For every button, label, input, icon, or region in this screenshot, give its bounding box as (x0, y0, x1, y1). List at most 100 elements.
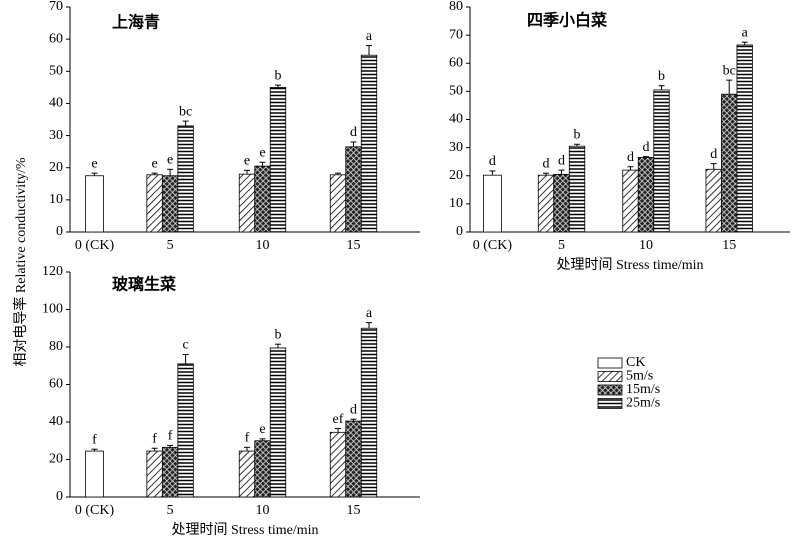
error-bar (350, 141, 357, 147)
error-bar (182, 354, 189, 364)
legend-swatch (597, 371, 623, 382)
x-tick-label: 10 (256, 238, 270, 253)
significance-label: d (627, 150, 634, 165)
y-tick-label: 20 (49, 160, 63, 175)
bar (269, 347, 287, 498)
error-bar (489, 170, 496, 176)
error-bar (741, 41, 748, 45)
x-tick-label: 15 (722, 238, 736, 253)
significance-label: f (245, 431, 250, 446)
error-bar (167, 444, 174, 448)
error-bar (627, 166, 634, 171)
significance-label: d (710, 147, 717, 162)
bar (177, 363, 194, 498)
significance-label: a (366, 29, 373, 44)
x-tick-label: 5 (167, 238, 174, 253)
y-tick-label: 60 (49, 31, 63, 46)
y-tick-label: 60 (449, 55, 463, 70)
error-bar (167, 168, 174, 176)
error-bar (350, 418, 357, 422)
error-bar (244, 446, 250, 452)
legend-label: 25m/s (626, 396, 660, 411)
x-tick-label: 15 (347, 238, 361, 253)
error-bar (182, 120, 189, 126)
significance-label: e (151, 156, 157, 171)
significance-label: e (244, 154, 250, 169)
y-tick-label: 20 (449, 168, 463, 183)
y-tick-label: 50 (49, 64, 63, 79)
y-axis-label: 相对电导率 Relative conductivity/% (12, 157, 29, 367)
significance-label: e (259, 145, 265, 160)
x-tick-label: 0 (CK) (75, 238, 115, 253)
bar (360, 54, 378, 233)
error-bar (275, 343, 281, 348)
legend-swatch (597, 398, 623, 409)
y-tick-label: 0 (456, 224, 463, 239)
significance-label: d (543, 156, 550, 171)
significance-label: e (259, 422, 265, 437)
significance-label: f (168, 429, 173, 444)
y-tick-label: 70 (449, 27, 463, 42)
bar (360, 327, 378, 498)
bar (238, 173, 256, 233)
y-tick-label: 100 (42, 302, 63, 317)
significance-label: f (92, 432, 97, 447)
y-tick-label: 40 (449, 112, 463, 127)
y-tick-label: 60 (49, 377, 63, 392)
y-tick-label: 40 (49, 414, 63, 429)
significance-label: e (91, 156, 97, 171)
y-tick-label: 80 (449, 0, 463, 14)
legend-swatch (597, 357, 623, 369)
error-bar (151, 172, 158, 175)
bar (736, 44, 753, 233)
significance-label: bc (723, 63, 736, 78)
bar (345, 420, 362, 498)
significance-label: b (574, 127, 581, 142)
chart-title: 四季小白菜 (527, 11, 607, 30)
y-tick-label: 120 (42, 264, 63, 279)
x-tick-label: 5 (167, 503, 174, 518)
bar (85, 175, 104, 233)
significance-label: bc (179, 104, 192, 119)
significance-label: d (558, 153, 565, 168)
bar (721, 93, 738, 233)
y-tick-label: 10 (449, 196, 463, 211)
legend-swatch (597, 384, 623, 396)
bar (85, 450, 104, 498)
bar (146, 450, 163, 498)
bar (269, 86, 287, 233)
x-axis-label: 处理时间 Stress time/min (172, 522, 319, 537)
significance-label: b (275, 327, 282, 342)
error-bar (259, 438, 266, 441)
bar (637, 157, 655, 233)
bar (705, 168, 722, 233)
x-tick-label: 10 (639, 238, 653, 253)
error-bar (366, 45, 372, 56)
bar (161, 446, 179, 498)
x-tick-label: 15 (347, 503, 361, 518)
error-bar (710, 163, 717, 170)
legend-label: CK (626, 355, 645, 370)
y-tick-label: 30 (449, 140, 463, 155)
bar (568, 145, 586, 233)
x-tick-label: 0 (CK) (75, 503, 115, 518)
significance-label: d (350, 402, 357, 417)
bar (553, 173, 570, 233)
error-bar (574, 143, 581, 147)
x-axis-label: 处理时间 Stress time/min (557, 257, 704, 273)
significance-label: a (742, 25, 749, 40)
y-tick-label: 70 (49, 0, 63, 14)
bar (146, 174, 163, 233)
y-tick-label: 50 (449, 84, 463, 99)
bar (177, 125, 194, 233)
significance-label: d (643, 140, 650, 155)
bar (161, 175, 179, 233)
x-tick-label: 0 (CK) (473, 238, 513, 253)
chart-title: 上海青 (112, 13, 160, 32)
error-bar (335, 428, 341, 433)
significance-label: b (275, 68, 282, 83)
chart-title: 玻璃生菜 (112, 275, 176, 294)
y-tick-label: 0 (56, 224, 63, 239)
significance-label: ef (333, 412, 344, 427)
